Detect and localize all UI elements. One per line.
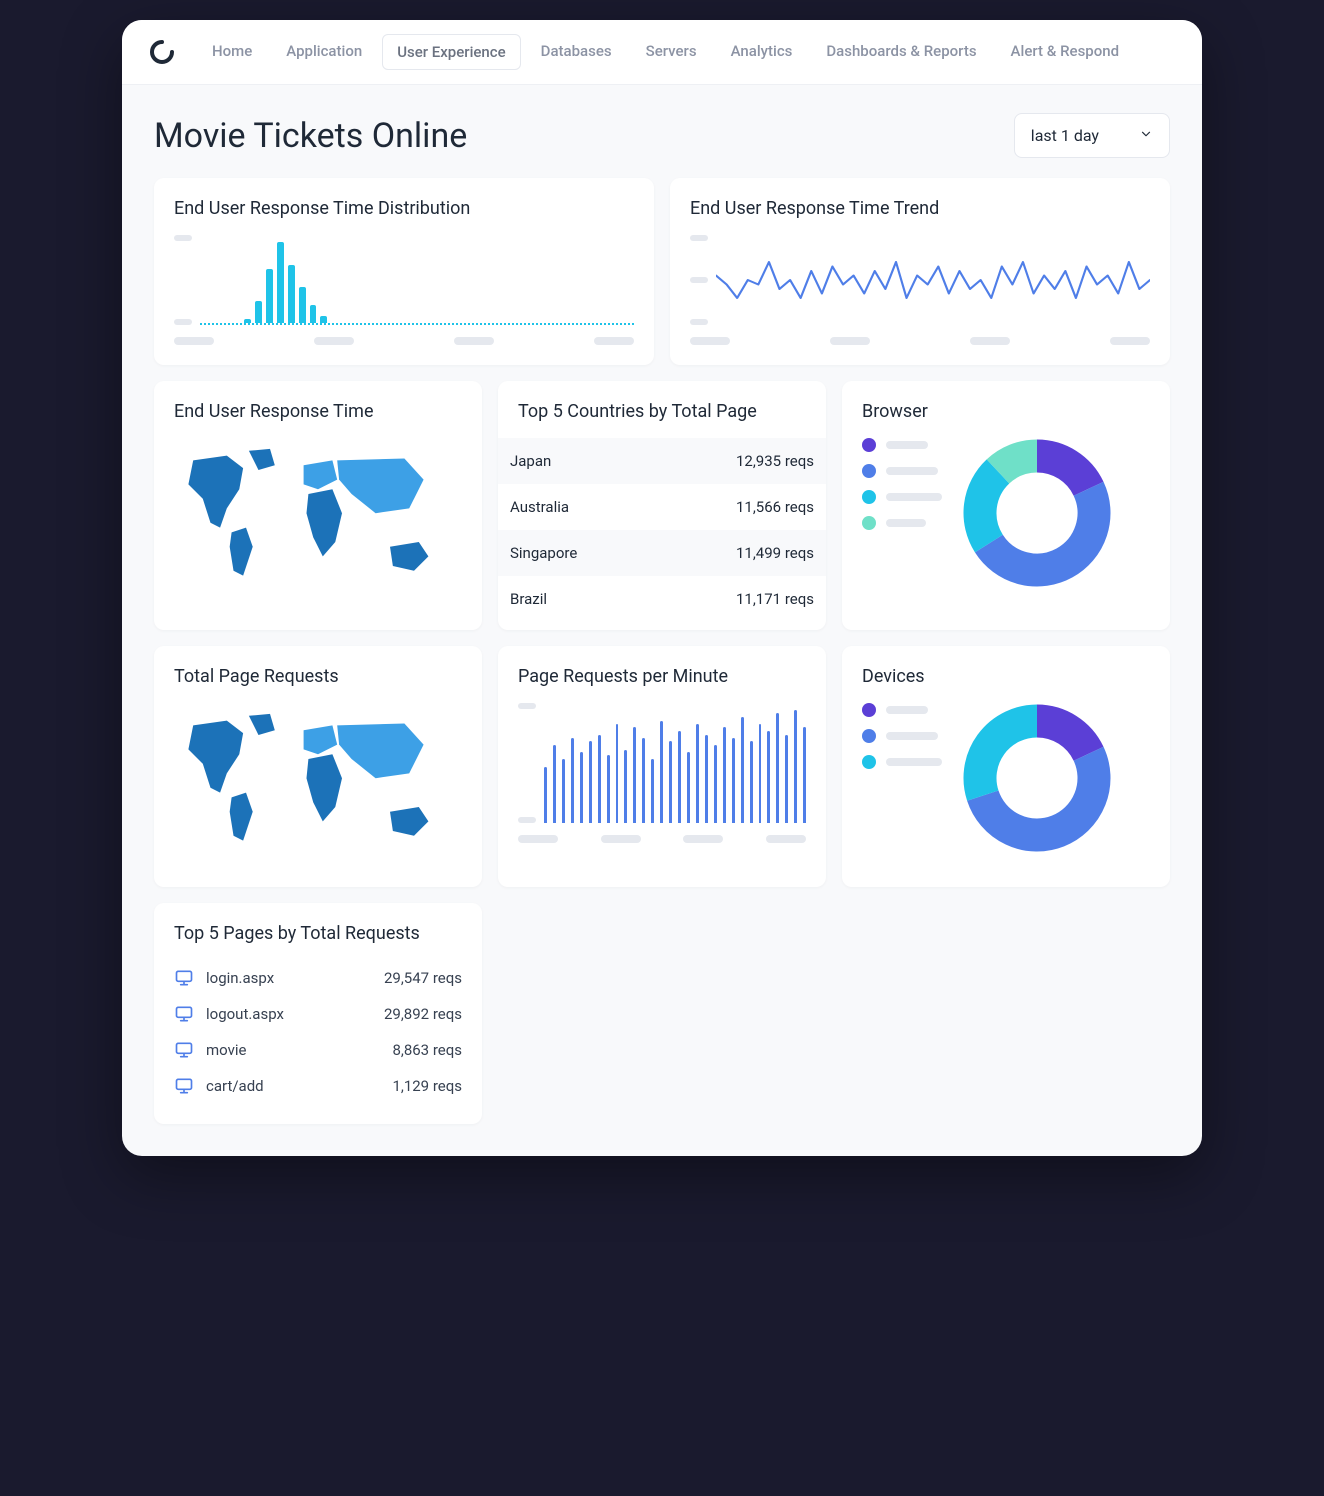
monitor-icon <box>174 1004 194 1024</box>
chevron-down-icon <box>1139 126 1153 145</box>
page-title: Movie Tickets Online <box>154 116 467 156</box>
rpm-bars <box>544 703 806 823</box>
y-axis <box>174 235 192 325</box>
country-list: Japan 12,935 reqs Australia 11,566 reqs Sing… <box>498 438 826 622</box>
nav-tab-analytics[interactable]: Analytics <box>717 34 807 70</box>
legend-dot <box>862 516 876 530</box>
legend-dot <box>862 703 876 717</box>
dashboard-grid: End User Response Time Distribution End … <box>122 178 1202 1156</box>
country-value: 11,566 reqs <box>736 498 814 516</box>
nav-tab-user-experience[interactable]: User Experience <box>382 34 520 70</box>
nav-tab-alert-respond[interactable]: Alert & Respond <box>997 34 1133 70</box>
nav-tab-application[interactable]: Application <box>272 34 376 70</box>
legend-dot <box>862 729 876 743</box>
card-title: Browser <box>862 401 1150 422</box>
world-map <box>174 703 462 863</box>
page-row: movie 8,863 reqs <box>174 1032 462 1068</box>
monitor-icon <box>174 1040 194 1060</box>
legend-item <box>862 464 942 478</box>
card-page-requests-map: Total Page Requests <box>154 646 482 887</box>
country-row: Australia 11,566 reqs <box>498 484 826 530</box>
card-title: End User Response Time <box>174 401 462 422</box>
pages-list: login.aspx 29,547 reqs logout.aspx 29,892 r… <box>174 960 462 1104</box>
x-axis-legend <box>690 337 1150 345</box>
distribution-bars <box>200 235 634 325</box>
nav-tab-servers[interactable]: Servers <box>632 34 711 70</box>
world-map <box>174 438 462 598</box>
card-trend: End User Response Time Trend <box>670 178 1170 365</box>
country-name: Australia <box>510 498 569 516</box>
legend-item <box>862 703 942 717</box>
card-top-pages: Top 5 Pages by Total Requests login.aspx… <box>154 903 482 1124</box>
app-window: HomeApplicationUser ExperienceDatabasesS… <box>122 20 1202 1156</box>
devices-legend <box>862 703 942 769</box>
time-range-select[interactable]: last 1 day <box>1014 113 1170 158</box>
card-title: Page Requests per Minute <box>518 666 806 687</box>
page-name: cart/add <box>206 1077 380 1095</box>
page-header: Movie Tickets Online last 1 day <box>122 85 1202 178</box>
y-axis <box>518 703 536 823</box>
card-devices: Devices <box>842 646 1170 887</box>
card-title: Devices <box>862 666 1150 687</box>
legend-item <box>862 516 942 530</box>
country-value: 11,499 reqs <box>736 544 814 562</box>
page-value: 29,892 reqs <box>384 1005 462 1023</box>
card-title: End User Response Time Trend <box>690 198 1150 219</box>
time-range-label: last 1 day <box>1031 126 1099 145</box>
card-reqs-per-min: Page Requests per Minute <box>498 646 826 887</box>
card-countries: Top 5 Countries by Total Page Japan 12,93… <box>498 381 826 630</box>
logo-icon <box>150 40 174 64</box>
page-name: login.aspx <box>206 969 372 987</box>
card-response-time-map: End User Response Time <box>154 381 482 630</box>
card-distribution: End User Response Time Distribution <box>154 178 654 365</box>
legend-item <box>862 755 942 769</box>
browser-legend <box>862 438 942 530</box>
card-title: End User Response Time Distribution <box>174 198 634 219</box>
trend-line <box>716 235 1150 325</box>
y-axis <box>690 235 708 325</box>
card-title: Total Page Requests <box>174 666 462 687</box>
legend-dot <box>862 464 876 478</box>
country-name: Singapore <box>510 544 577 562</box>
page-value: 29,547 reqs <box>384 969 462 987</box>
page-row: logout.aspx 29,892 reqs <box>174 996 462 1032</box>
nav-tab-dashboards-reports[interactable]: Dashboards & Reports <box>812 34 990 70</box>
monitor-icon <box>174 1076 194 1096</box>
card-title: Top 5 Countries by Total Page <box>518 401 806 422</box>
page-name: logout.aspx <box>206 1005 372 1023</box>
country-row: Japan 12,935 reqs <box>498 438 826 484</box>
browser-donut <box>962 438 1112 588</box>
nav-tab-home[interactable]: Home <box>198 34 266 70</box>
page-row: cart/add 1,129 reqs <box>174 1068 462 1104</box>
nav-tab-databases[interactable]: Databases <box>527 34 626 70</box>
x-axis-legend <box>518 835 806 843</box>
country-row: Brazil 11,171 reqs <box>498 576 826 622</box>
country-name: Japan <box>510 452 551 470</box>
legend-dot <box>862 755 876 769</box>
devices-donut <box>962 703 1112 853</box>
monitor-icon <box>174 968 194 988</box>
page-row: login.aspx 29,547 reqs <box>174 960 462 996</box>
legend-item <box>862 490 942 504</box>
card-browser: Browser <box>842 381 1170 630</box>
page-value: 1,129 reqs <box>392 1077 462 1095</box>
card-title: Top 5 Pages by Total Requests <box>174 923 462 944</box>
x-axis-legend <box>174 337 634 345</box>
page-value: 8,863 reqs <box>392 1041 462 1059</box>
country-name: Brazil <box>510 590 547 608</box>
legend-item <box>862 729 942 743</box>
navbar: HomeApplicationUser ExperienceDatabasesS… <box>122 20 1202 85</box>
legend-dot <box>862 438 876 452</box>
country-value: 11,171 reqs <box>736 590 814 608</box>
page-name: movie <box>206 1041 380 1059</box>
country-value: 12,935 reqs <box>736 452 814 470</box>
legend-item <box>862 438 942 452</box>
legend-dot <box>862 490 876 504</box>
nav-tabs: HomeApplicationUser ExperienceDatabasesS… <box>198 34 1133 70</box>
country-row: Singapore 11,499 reqs <box>498 530 826 576</box>
